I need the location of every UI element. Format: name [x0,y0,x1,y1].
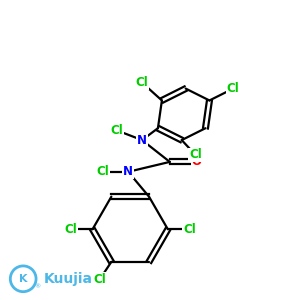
Text: O: O [192,155,202,168]
Text: Cl: Cl [227,82,240,95]
Text: N: N [137,134,147,147]
Text: Cl: Cl [93,273,106,286]
Text: Cl: Cl [136,76,148,89]
Text: N: N [123,165,133,178]
Text: Kuujia: Kuujia [44,272,93,286]
Text: Cl: Cl [96,165,109,178]
Text: Cl: Cl [183,223,196,236]
Text: Cl: Cl [110,124,123,137]
Text: Cl: Cl [64,223,77,236]
Text: Cl: Cl [189,148,202,161]
Text: K: K [19,274,27,284]
Text: ®: ® [34,285,40,290]
